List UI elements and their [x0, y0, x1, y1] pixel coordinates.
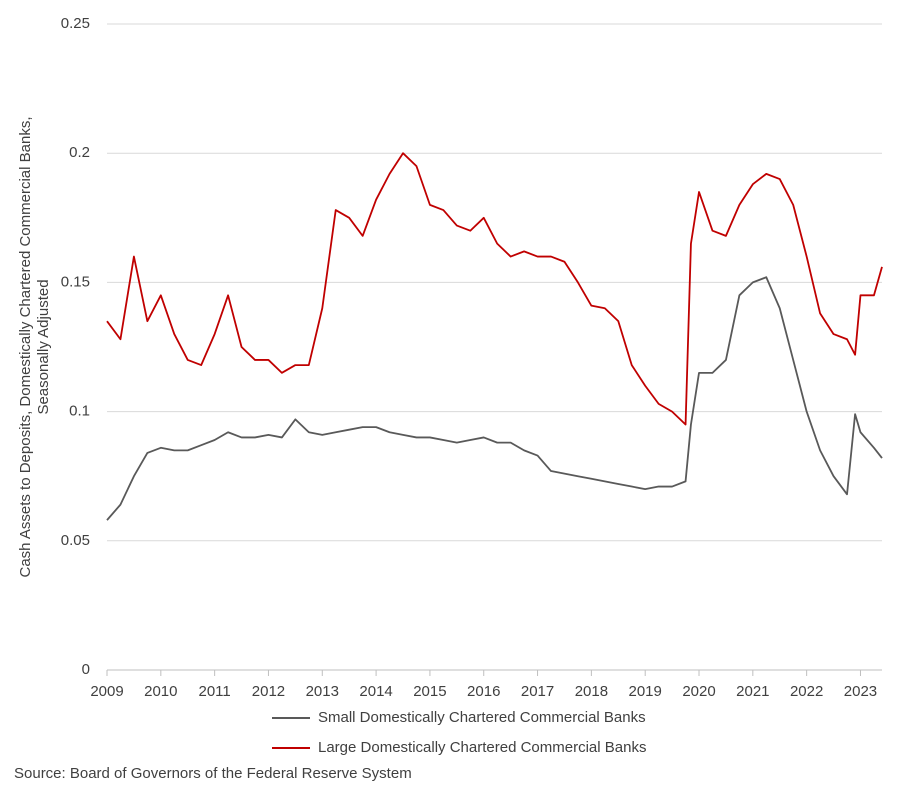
x-tick-label: 2022 [790, 683, 823, 700]
y-tick-label: 0 [82, 661, 90, 678]
y-tick-label: 0.25 [61, 15, 90, 32]
x-tick-label: 2023 [844, 683, 877, 700]
source-note: Source: Board of Governors of the Federa… [14, 765, 412, 782]
x-tick-label: 2010 [144, 683, 177, 700]
x-tick-label: 2019 [629, 683, 662, 700]
x-tick-label: 2011 [199, 683, 231, 700]
y-tick-label: 0.1 [69, 403, 90, 420]
x-tick-label: 2020 [682, 683, 715, 700]
series-line [106, 276, 883, 521]
x-tick-label: 2012 [252, 683, 285, 700]
y-axis-label: Cash Assets to Deposits, Domestically Ch… [17, 116, 52, 577]
y-tick-label: 0.05 [61, 532, 90, 549]
x-tick-label: 2013 [306, 683, 339, 700]
x-tick-label: 2017 [521, 683, 554, 700]
y-tick-label: 0.15 [61, 273, 90, 290]
y-tick-label: 0.2 [69, 144, 90, 161]
x-tick-label: 2015 [413, 683, 446, 700]
x-tick-label: 2016 [467, 683, 500, 700]
y-axis-label-line: Cash Assets to Deposits, Domestically Ch… [17, 116, 34, 577]
x-tick-label: 2009 [90, 683, 123, 700]
legend-label: Large Domestically Chartered Commercial … [318, 739, 646, 756]
x-tick-label: 2018 [575, 683, 608, 700]
series-line [106, 152, 883, 426]
y-axis-label-line: Seasonally Adjusted [35, 279, 52, 414]
x-tick-label: 2021 [736, 683, 769, 700]
x-tick-label: 2014 [359, 683, 392, 700]
legend-label: Small Domestically Chartered Commercial … [318, 709, 646, 726]
